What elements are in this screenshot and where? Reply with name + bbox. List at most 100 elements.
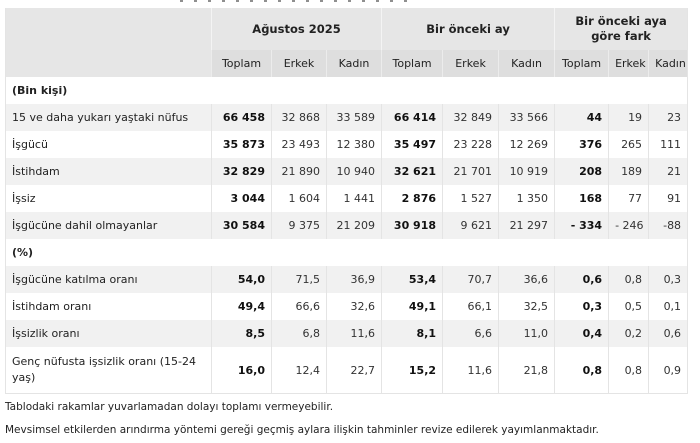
row-label: Genç nüfusta işsizlik oranı (15-24 yaş)	[5, 347, 212, 394]
table-cell: 54,0	[211, 266, 272, 293]
table-cell: 35 873	[211, 131, 272, 158]
table-cell: 8,1	[381, 320, 443, 347]
table-cell: - 334	[554, 212, 609, 239]
col-header-female: Kadın	[498, 50, 555, 77]
table-cell: 0,5	[608, 293, 649, 320]
table-cell: 9 621	[442, 212, 499, 239]
section-header-row: (Bin kişi)	[5, 77, 688, 104]
table-cell: 208	[554, 158, 609, 185]
table-cell: 21 701	[442, 158, 499, 185]
table-cell: 189	[608, 158, 649, 185]
table-cell: 12 269	[498, 131, 555, 158]
col-header-total: Toplam	[211, 50, 272, 77]
table-cell: 32 868	[271, 104, 327, 131]
table-cell: 35 497	[381, 131, 443, 158]
col-header-male: Erkek	[442, 50, 499, 77]
table-cell: 168	[554, 185, 609, 212]
table-cell: 70,7	[442, 266, 499, 293]
table-cell: 77	[608, 185, 649, 212]
col-header-male: Erkek	[608, 50, 649, 77]
header-corner	[5, 50, 212, 77]
header-corner	[5, 8, 212, 50]
table-cell: 66 414	[381, 104, 443, 131]
table-cell: 10 919	[498, 158, 555, 185]
table-cell: 22,7	[325, 347, 382, 394]
section-title: (Bin kişi)	[5, 77, 688, 104]
table-cell: 66,1	[442, 293, 499, 320]
table-cell: 9 375	[271, 212, 327, 239]
clipped-caption-strip	[0, 0, 700, 6]
table-row: 15 ve daha yukarı yaştaki nüfus 66 458 32 …	[5, 104, 688, 131]
table-cell: 30 918	[381, 212, 443, 239]
table-cell: 265	[608, 131, 649, 158]
table-cell: 71,5	[271, 266, 327, 293]
table-cell: 11,6	[325, 320, 382, 347]
row-label: İstihdam oranı	[5, 293, 212, 320]
table-cell: 376	[554, 131, 609, 158]
table-cell: 32,5	[498, 293, 555, 320]
table-cell: - 246	[608, 212, 649, 239]
table-cell: 16,0	[211, 347, 272, 394]
table-cell: 53,4	[381, 266, 443, 293]
table-cell: 36,9	[325, 266, 382, 293]
section-title: (%)	[5, 239, 688, 266]
table-cell: 11,0	[498, 320, 555, 347]
col-header-male: Erkek	[271, 50, 327, 77]
table-cell: 32 829	[211, 158, 272, 185]
table-cell: 6,6	[442, 320, 499, 347]
table-cell: 12,4	[271, 347, 327, 394]
table-cell: 0,3	[648, 266, 688, 293]
table-cell: 3 044	[211, 185, 272, 212]
table-cell: 15,2	[381, 347, 443, 394]
table-cell: 1 441	[325, 185, 382, 212]
table-cell: 32 621	[381, 158, 443, 185]
table-row: İstihdam 32 829 21 890 10 940 32 621 21 701 10…	[5, 158, 688, 185]
footnote-rounding: Tablodaki rakamlar yuvarlamadan dolayı t…	[5, 401, 334, 413]
group-header-current-month: Ağustos 2025	[210, 8, 382, 50]
table-cell: 8,5	[211, 320, 272, 347]
table-cell: 30 584	[211, 212, 272, 239]
table-cell: 1 527	[442, 185, 499, 212]
table-cell: 66,6	[271, 293, 327, 320]
column-group-header-row: Ağustos 2025 Bir önceki ay Bir önceki ay…	[5, 8, 688, 50]
table-cell: 0,6	[648, 320, 688, 347]
table-cell: 33 566	[498, 104, 555, 131]
table-cell: 10 940	[325, 158, 382, 185]
table-cell: 12 380	[325, 131, 382, 158]
table-cell: 2 876	[381, 185, 443, 212]
table-row: İşgücüne katılma oranı 54,0 71,5 36,9 53,4 70…	[5, 266, 688, 293]
group-header-difference: Bir önceki aya göre fark	[554, 8, 688, 50]
table-cell: 0,8	[608, 266, 649, 293]
table-row: İşgücüne dahil olmayanlar 30 584 9 375 21 2…	[5, 212, 688, 239]
table-cell: 23 228	[442, 131, 499, 158]
row-label: İşgücüne katılma oranı	[5, 266, 212, 293]
table-cell: 1 350	[498, 185, 555, 212]
table-cell: 19	[608, 104, 649, 131]
table-cell: 23 493	[271, 131, 327, 158]
table-cell: 21 890	[271, 158, 327, 185]
table-row: Genç nüfusta işsizlik oranı (15-24 yaş) 1…	[5, 347, 688, 394]
row-label: 15 ve daha yukarı yaştaki nüfus	[5, 104, 212, 131]
table-cell: 33 589	[325, 104, 382, 131]
row-label: İstihdam	[5, 158, 212, 185]
table-row: İşsiz 3 044 1 604 1 441 2 876 1 527 1 350 168 77…	[5, 185, 688, 212]
table-cell: 0,4	[554, 320, 609, 347]
table-cell: 0,2	[608, 320, 649, 347]
col-header-total: Toplam	[554, 50, 609, 77]
row-label: İşsiz	[5, 185, 212, 212]
table-cell: 49,4	[211, 293, 272, 320]
group-header-previous-month: Bir önceki ay	[381, 8, 555, 50]
table-cell: -88	[648, 212, 688, 239]
table-cell: 32 849	[442, 104, 499, 131]
row-label: İşgücü	[5, 131, 212, 158]
table-cell: 23	[648, 104, 688, 131]
table-row: İşgücü 35 873 23 493 12 380 35 497 23 228 12 2…	[5, 131, 688, 158]
table-cell: 0,1	[648, 293, 688, 320]
table-cell: 0,8	[554, 347, 609, 394]
table-cell: 111	[648, 131, 688, 158]
sub-header-row: Toplam Erkek Kadın Toplam Erkek Kadın To…	[5, 50, 688, 77]
table-cell: 21,8	[498, 347, 555, 394]
table-cell: 0,3	[554, 293, 609, 320]
table-cell: 0,6	[554, 266, 609, 293]
col-header-female: Kadın	[648, 50, 688, 77]
